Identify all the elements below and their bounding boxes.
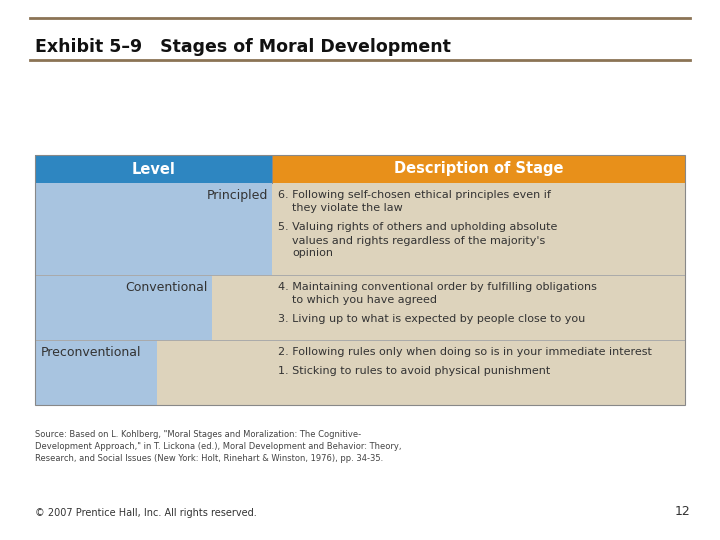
Text: 2. Following rules only when doing so is in your immediate interest: 2. Following rules only when doing so is… bbox=[278, 347, 652, 357]
Text: Description of Stage: Description of Stage bbox=[394, 161, 563, 177]
Text: Level: Level bbox=[132, 161, 176, 177]
Text: 3. Living up to what is expected by people close to you: 3. Living up to what is expected by peop… bbox=[278, 314, 585, 325]
Polygon shape bbox=[35, 183, 272, 405]
Text: to which you have agreed: to which you have agreed bbox=[292, 295, 437, 305]
Bar bbox=[35, 183, 685, 405]
Text: 6. Following self-chosen ethical principles even if: 6. Following self-chosen ethical princip… bbox=[278, 190, 551, 200]
Text: Exhibit 5–9   Stages of Moral Development: Exhibit 5–9 Stages of Moral Development bbox=[35, 38, 451, 56]
Text: Preconventional: Preconventional bbox=[41, 346, 142, 359]
Text: values and rights regardless of the majority's: values and rights regardless of the majo… bbox=[292, 235, 545, 246]
Text: 5. Valuing rights of others and upholding absolute: 5. Valuing rights of others and upholdin… bbox=[278, 222, 557, 233]
Text: 1. Sticking to rules to avoid physical punishment: 1. Sticking to rules to avoid physical p… bbox=[278, 367, 550, 376]
Text: Conventional: Conventional bbox=[125, 281, 208, 294]
Text: they violate the law: they violate the law bbox=[292, 203, 402, 213]
Text: Principled: Principled bbox=[207, 189, 268, 202]
Text: 4. Maintaining conventional order by fulfilling obligations: 4. Maintaining conventional order by ful… bbox=[278, 282, 597, 292]
Text: © 2007 Prentice Hall, Inc. All rights reserved.: © 2007 Prentice Hall, Inc. All rights re… bbox=[35, 508, 257, 518]
Bar bbox=[272, 155, 685, 183]
Bar bbox=[35, 155, 685, 405]
Bar bbox=[35, 155, 272, 183]
Text: 12: 12 bbox=[674, 505, 690, 518]
Text: opinion: opinion bbox=[292, 248, 333, 259]
Text: Source: Based on L. Kohlberg, "Moral Stages and Moralization: The Cognitive-
Dev: Source: Based on L. Kohlberg, "Moral Sta… bbox=[35, 430, 402, 463]
